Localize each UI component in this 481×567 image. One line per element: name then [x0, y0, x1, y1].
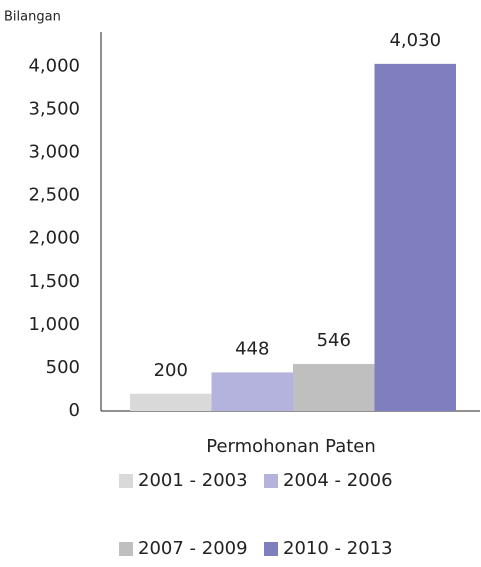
- value-label: 200: [154, 360, 188, 381]
- legend-label: 2007 - 2009: [138, 538, 248, 559]
- legend-label: 2010 - 2013: [283, 538, 393, 559]
- y-tick-label: 3,500: [28, 99, 80, 120]
- y-tick-label: 0: [69, 400, 80, 421]
- bar: [293, 363, 375, 411]
- bar: [211, 372, 293, 411]
- value-label: 546: [317, 330, 351, 351]
- legend-label: 2004 - 2006: [283, 470, 393, 491]
- y-tick-label: 3,000: [28, 142, 80, 163]
- y-tick-label: 2,500: [28, 185, 80, 206]
- y-tick-label: 1,500: [28, 271, 80, 292]
- y-tick-label: 1,000: [28, 314, 80, 335]
- x-tick-label: Permohonan Paten: [206, 436, 376, 457]
- y-tick-label: 4,000: [28, 55, 80, 76]
- bar: [130, 393, 212, 411]
- y-tick-label: 2,000: [28, 228, 80, 249]
- legend-swatch: [119, 542, 133, 556]
- legend-swatch: [119, 474, 133, 488]
- bar: [374, 63, 456, 411]
- value-label: 4,030: [389, 30, 441, 51]
- y-tick-label: 500: [46, 357, 80, 378]
- legend-swatch: [264, 474, 278, 488]
- value-label: 448: [235, 338, 269, 359]
- legend-swatch: [264, 542, 278, 556]
- legend-label: 2001 - 2003: [138, 470, 248, 491]
- y-axis-label: Bilangan: [4, 10, 61, 25]
